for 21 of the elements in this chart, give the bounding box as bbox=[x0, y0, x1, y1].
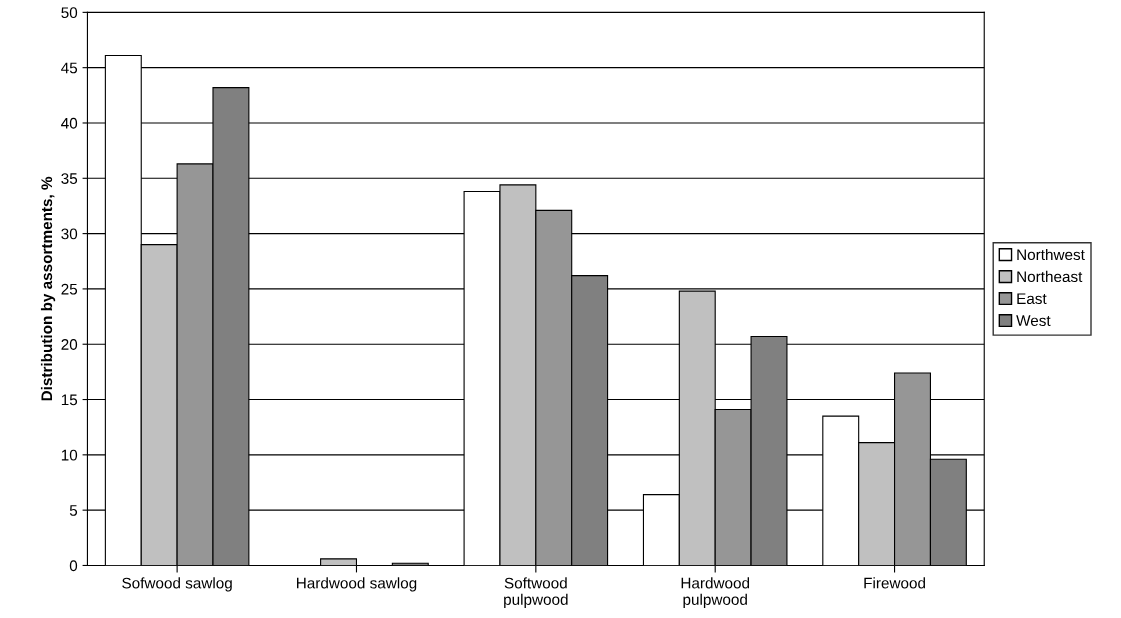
legend-label: Northeast bbox=[1017, 270, 1083, 283]
x-tick-label: Firewood bbox=[864, 577, 925, 589]
x-tick-label: Hardwood sawlog bbox=[297, 577, 417, 592]
x-tick-label: Hardwood pulpwood bbox=[681, 577, 750, 608]
y-tick-label: 45 bbox=[61, 62, 78, 74]
y-tick-label: 50 bbox=[61, 7, 78, 19]
y-tick-label: 30 bbox=[61, 228, 78, 240]
legend-label: West bbox=[1016, 315, 1051, 326]
y-tick-label: 15 bbox=[61, 394, 78, 406]
y-tick-label: 20 bbox=[61, 339, 78, 350]
legend-label: East bbox=[1017, 293, 1047, 305]
y-axis-title: Distribution by assortments, % bbox=[40, 176, 56, 401]
legend-label: Northwest bbox=[1017, 248, 1085, 261]
y-tick-label: 40 bbox=[61, 117, 78, 129]
y-tick-label: 10 bbox=[61, 449, 78, 461]
y-tick-label: 0 bbox=[69, 560, 78, 572]
x-tick-label: Softwood pulpwood bbox=[504, 577, 568, 608]
y-tick-label: 5 bbox=[69, 505, 78, 516]
y-tick-label: 25 bbox=[61, 283, 78, 295]
y-tick-label: 35 bbox=[61, 173, 78, 184]
x-tick-label: Sofwood sawlog bbox=[122, 577, 232, 592]
